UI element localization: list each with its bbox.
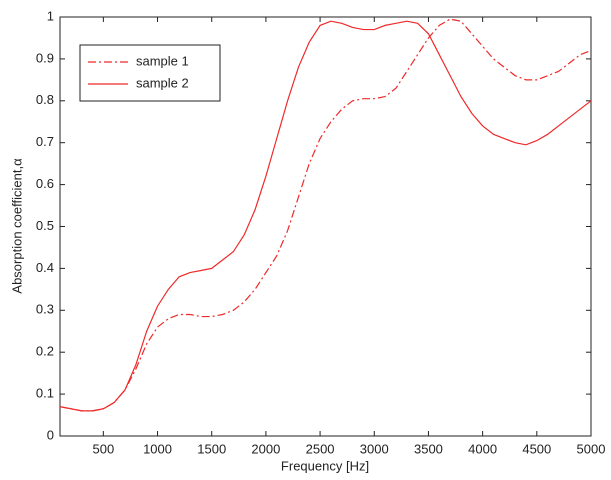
y-tick-label: 0.8 [36, 92, 54, 107]
y-tick-label: 0.4 [36, 260, 54, 275]
series-line [59, 18, 592, 412]
y-axis-label: Absorption coefficient,α [9, 158, 24, 294]
x-tick-label: 3000 [360, 441, 389, 456]
x-tick-label: 3500 [414, 441, 443, 456]
series-line [59, 20, 592, 412]
x-tick-label: 2500 [306, 441, 335, 456]
y-tick-label: 0.1 [36, 386, 54, 401]
x-tick-label: 1000 [143, 441, 172, 456]
x-tick-label: 500 [92, 441, 114, 456]
x-tick-label: 1500 [197, 441, 226, 456]
x-tick-label: 2000 [251, 441, 280, 456]
y-tick-label: 0.3 [36, 302, 54, 317]
y-tick-label: 0 [47, 427, 54, 442]
y-tick-label: 0.7 [36, 134, 54, 149]
x-tick-label: 5000 [577, 441, 606, 456]
x-axis-label: Frequency [Hz] [281, 458, 369, 473]
y-tick-label: 0.6 [36, 176, 54, 191]
y-tick-label: 1 [47, 8, 54, 23]
legend-label: sample 1 [136, 53, 189, 68]
x-tick-label: 4000 [468, 441, 497, 456]
y-tick-label: 0.2 [36, 344, 54, 359]
x-tick-label: 4500 [522, 441, 551, 456]
y-tick-label: 0.9 [36, 50, 54, 65]
y-tick-label: 0.5 [36, 218, 54, 233]
legend-label: sample 2 [136, 75, 189, 90]
legend-box [79, 44, 221, 102]
